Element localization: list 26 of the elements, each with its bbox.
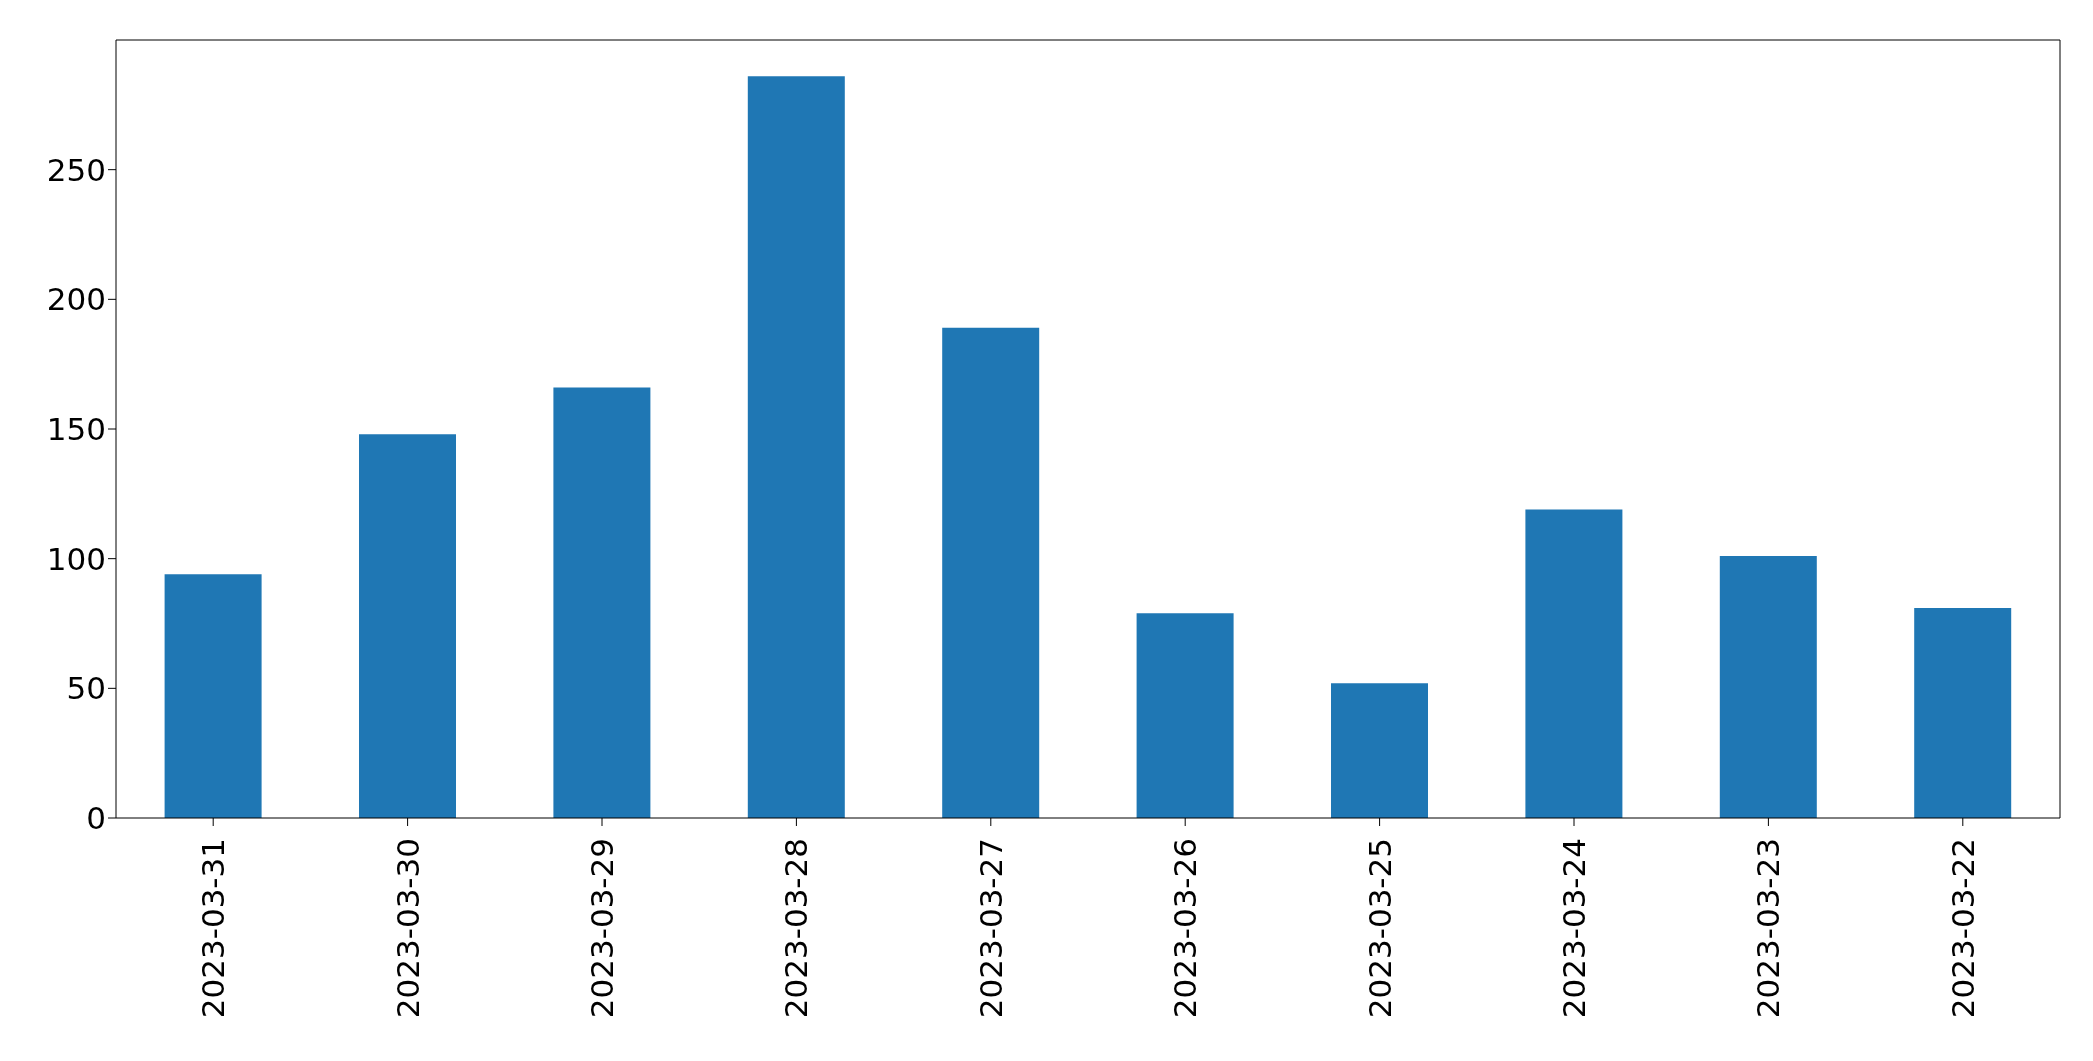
x-tick-label: 2023-03-23 — [1750, 838, 1787, 1019]
bar — [1914, 607, 2012, 818]
x-tick-label: 2023-03-27 — [972, 838, 1009, 1019]
bar — [1136, 613, 1234, 818]
y-tick-label: 200 — [46, 281, 106, 318]
bar — [553, 387, 651, 818]
x-tick-label: 2023-03-29 — [584, 838, 620, 1019]
y-tick-label: 0 — [86, 800, 106, 837]
bar — [359, 434, 456, 818]
bar — [1719, 556, 1817, 818]
y-tick-label: 150 — [46, 411, 106, 448]
x-tick-label: 2023-03-28 — [778, 838, 815, 1019]
x-tick-label: 2023-03-22 — [1944, 838, 1981, 1019]
y-tick-label: 50 — [66, 670, 106, 707]
bar — [747, 76, 845, 818]
x-tick-label: 2023-03-26 — [1167, 838, 1204, 1019]
x-tick-label: 2023-03-25 — [1361, 838, 1398, 1019]
x-tick-label: 2023-03-31 — [195, 838, 232, 1019]
bar — [164, 574, 262, 818]
bar — [1331, 683, 1428, 818]
y-tick-label: 250 — [46, 151, 106, 188]
x-tick-label: 2023-03-24 — [1556, 838, 1592, 1019]
bar — [942, 327, 1040, 818]
x-tick-label: 2023-03-30 — [389, 838, 426, 1019]
y-tick-label: 100 — [46, 540, 106, 577]
bar — [1525, 509, 1623, 818]
